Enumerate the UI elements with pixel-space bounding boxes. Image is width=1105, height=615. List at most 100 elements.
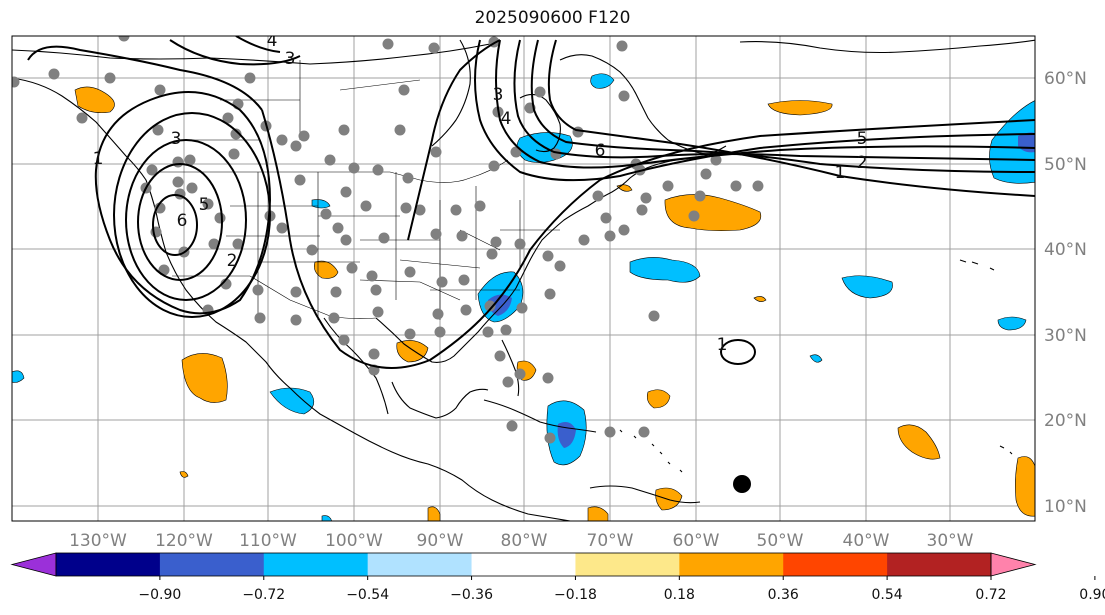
- lat-tick-label: 40°N: [1044, 240, 1087, 260]
- station-dot: [542, 250, 554, 262]
- station-dot: [382, 38, 394, 50]
- station-dot: [516, 302, 528, 314]
- station-dot: [730, 180, 742, 192]
- station-dot: [752, 180, 764, 192]
- blue-area: [841, 275, 893, 299]
- station-dot: [456, 230, 468, 242]
- station-dot: [324, 154, 336, 166]
- station-dot: [340, 234, 352, 246]
- station-dot: [276, 222, 288, 234]
- station-dot: [348, 162, 360, 174]
- lat-tick-label: 60°N: [1044, 69, 1087, 89]
- station-dot: [328, 312, 340, 324]
- colorbar-tick-label: −0.90: [138, 587, 181, 603]
- station-dot: [372, 164, 384, 176]
- station-dot: [404, 328, 416, 340]
- station-dot: [214, 212, 226, 224]
- station-dot: [172, 176, 184, 188]
- station-dot: [404, 266, 416, 278]
- station-dot: [290, 314, 302, 326]
- station-dot: [252, 284, 264, 296]
- orange-area: [655, 487, 683, 511]
- blue-area: [590, 73, 615, 89]
- colorbar-min-extend: [10, 552, 57, 577]
- colorbar-segment: [783, 553, 888, 576]
- station-dot: [104, 72, 116, 84]
- lat-tick-label: 30°N: [1044, 326, 1087, 346]
- contour-label: 3: [285, 49, 296, 69]
- borders: [160, 60, 560, 320]
- colorbar-tick-label: 0.54: [872, 587, 903, 603]
- station-dot: [638, 426, 650, 438]
- lat-tick-label: 10°N: [1044, 497, 1087, 517]
- station-dot: [172, 156, 184, 168]
- station-dot: [158, 264, 170, 276]
- station-dot: [700, 168, 712, 180]
- station-dot: [434, 326, 446, 338]
- colorbar-tick-label: −0.54: [346, 587, 389, 603]
- colorbar-tick-label: 0.36: [768, 587, 799, 603]
- contour-label: 5: [857, 129, 868, 149]
- orange-area: [767, 100, 833, 116]
- lon-tick-label: 60°W: [673, 531, 720, 551]
- station-dot: [506, 420, 518, 432]
- lon-tick-label: 30°W: [927, 531, 974, 551]
- contour-label: 6: [595, 141, 606, 161]
- station-dot: [12, 76, 20, 88]
- station-dot: [146, 164, 158, 176]
- colorbar-frame: [55, 552, 992, 577]
- lon-tick-label: 130°W: [69, 531, 127, 551]
- station-dot: [436, 276, 448, 288]
- station-dot: [488, 160, 500, 172]
- station-dot: [186, 182, 198, 194]
- blue-area: [488, 294, 512, 316]
- station-dot: [202, 198, 214, 210]
- station-dot: [710, 154, 722, 166]
- station-dot: [294, 174, 306, 186]
- station-dot: [616, 40, 628, 52]
- station-dot: [368, 348, 380, 360]
- station-dot: [76, 112, 88, 124]
- station-dot: [494, 350, 506, 362]
- contour-label: 4: [501, 109, 512, 129]
- station-dot: [428, 42, 440, 54]
- station-dot: [484, 300, 496, 312]
- station-dot: [486, 248, 498, 260]
- station-dot: [490, 236, 502, 248]
- station-dot: [482, 326, 494, 338]
- colorbar-tick-label: 0.18: [664, 587, 695, 603]
- station-dot: [400, 202, 412, 214]
- station-dot: [360, 200, 372, 212]
- station-dot: [232, 238, 244, 250]
- contour-label: 6: [177, 211, 188, 231]
- lon-tick-label: 50°W: [757, 531, 804, 551]
- lon-tick-label: 110°W: [239, 531, 297, 551]
- station-dot: [600, 212, 612, 224]
- station-dot: [514, 238, 526, 250]
- colorbar-segment: [263, 553, 369, 576]
- orange-area: [179, 471, 189, 478]
- lat-tick-label: 50°N: [1044, 155, 1087, 175]
- contour-label: 3: [493, 85, 504, 105]
- latitude-labels: 60°N 50°N 40°N 30°N 20°N 10°N: [1044, 69, 1087, 517]
- blue-area: [12, 370, 25, 383]
- contour-label: 1: [93, 149, 104, 169]
- station-dot: [430, 146, 442, 158]
- station-dot: [604, 426, 616, 438]
- contour-label: 1: [717, 335, 728, 355]
- station-dot: [290, 140, 302, 152]
- colorbar-segment: [159, 553, 265, 576]
- station-dot: [398, 84, 410, 96]
- station-dot: [338, 124, 350, 136]
- lat-tick-label: 20°N: [1044, 411, 1087, 431]
- orange-area: [753, 296, 767, 302]
- map-title: 2025090600 F120: [474, 8, 631, 28]
- station-dot: [694, 190, 706, 202]
- lon-tick-label: 40°W: [843, 531, 890, 551]
- colorbar-segment: [679, 553, 784, 576]
- contour-label: 5: [199, 195, 210, 215]
- longitude-labels: 130°W 120°W 110°W 100°W 90°W 80°W 70°W 60°W 50°W…: [69, 531, 974, 551]
- colorbar-tick-label: −0.36: [450, 587, 493, 603]
- station-dot: [604, 230, 616, 242]
